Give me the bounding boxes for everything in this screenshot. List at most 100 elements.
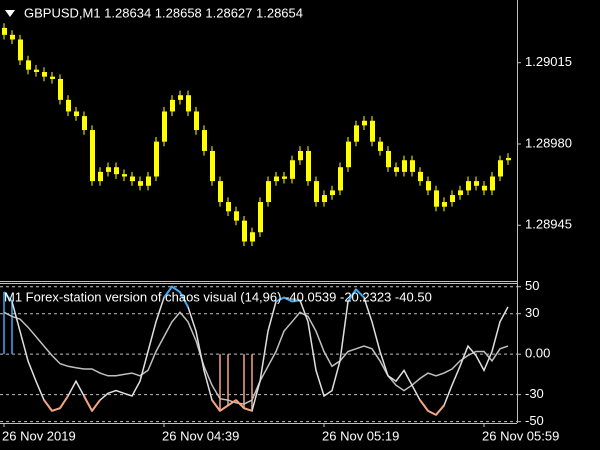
candle-body (378, 141, 383, 151)
x-tick-label: 26 Nov 2019 (2, 428, 76, 443)
candle-body (290, 160, 295, 179)
y-tick-label: 30 (525, 305, 539, 320)
y-tick-label: 50 (525, 278, 539, 293)
candle-body (330, 190, 335, 196)
candle-body (202, 130, 207, 151)
candle-body (482, 185, 487, 191)
indicator-extreme-segment (51, 407, 61, 412)
candle-body (426, 181, 431, 191)
y-tick-label: 1.29015 (525, 54, 572, 69)
candle-body (18, 39, 23, 61)
candle-body (138, 181, 143, 186)
indicator-extreme-segment (283, 296, 293, 303)
indicator-extreme-segment (275, 296, 285, 303)
candle-body (10, 34, 15, 40)
candle-body (58, 78, 63, 100)
candle-body (218, 181, 223, 203)
x-tick-label: 26 Nov 05:59 (482, 428, 559, 443)
indicator-extreme-segment (43, 399, 53, 412)
candle-body (186, 95, 191, 112)
candle-body (106, 167, 111, 172)
candle-body (490, 176, 495, 191)
candle-body (34, 69, 39, 72)
candle-body (26, 60, 31, 70)
candle-body (338, 167, 343, 191)
candle-body (226, 202, 231, 212)
candle-body (82, 116, 87, 131)
indicator-extreme-segment (243, 407, 253, 412)
menu-triangle[interactable] (5, 10, 15, 17)
indicator-extreme-segment (83, 395, 93, 412)
candle-body (90, 130, 95, 182)
candle-body (42, 71, 47, 77)
indicator-extreme-segment (235, 399, 245, 409)
candle-body (210, 150, 215, 182)
candle-body (146, 176, 151, 186)
candle-body (442, 202, 447, 207)
candle-body (306, 150, 311, 182)
candle-body (170, 99, 175, 112)
candle-body (434, 190, 439, 207)
indicator-extreme-segment (347, 288, 357, 303)
indicator-extreme-segment (435, 404, 445, 416)
indicator-extreme-segment (355, 288, 365, 299)
candle-body (66, 99, 71, 112)
indicator-extreme-segment (171, 285, 181, 293)
candle-body (346, 141, 351, 168)
indicator-extreme-segment (227, 399, 237, 407)
y-tick-label: -30 (525, 386, 544, 401)
indicator-extreme-segment (59, 395, 69, 409)
candle-body (298, 150, 303, 161)
candle-body (458, 190, 463, 196)
x-tick-label: 26 Nov 04:39 (162, 428, 239, 443)
x-tick-label: 26 Nov 05:19 (322, 428, 399, 443)
indicator-extreme-segment (291, 299, 301, 303)
candle-body (130, 176, 135, 182)
indicator-extreme-segment (219, 404, 229, 412)
y-tick-label: 1.28980 (525, 135, 572, 150)
candle-body (410, 160, 415, 172)
candle-body (122, 174, 127, 177)
y-tick-label: 1.28945 (525, 217, 572, 232)
candle-body (194, 111, 199, 131)
indicator-line (3, 311, 509, 405)
y-tick-label: -50 (525, 413, 544, 428)
candle-body (50, 76, 55, 79)
candle-body (242, 220, 247, 242)
candle-body (162, 111, 167, 142)
candle-body (386, 150, 391, 168)
candle-body (114, 167, 119, 175)
candle-body (450, 195, 455, 203)
indicator-extreme-segment (419, 399, 429, 412)
indicator-extreme-segment (211, 399, 221, 412)
candle-body (154, 141, 159, 177)
indicator-extreme-segment (179, 291, 189, 308)
candle-body (418, 171, 423, 182)
indicator-extreme-segment (3, 291, 13, 303)
y-tick-label: 0.00 (525, 346, 550, 361)
candle-body (274, 176, 279, 182)
candle-body (370, 120, 375, 142)
candle-body (282, 176, 287, 179)
candle-body (474, 181, 479, 186)
candle-body (362, 120, 367, 126)
candle-body (98, 171, 103, 182)
candle-body (506, 157, 511, 161)
candle-body (74, 111, 79, 117)
indicator-extreme-segment (91, 399, 101, 412)
candle-body (234, 211, 239, 221)
candle-body (466, 181, 471, 191)
candle-body (498, 160, 503, 177)
candle-body (314, 181, 319, 203)
candle-body (2, 27, 7, 35)
candle-body (402, 160, 407, 172)
candle-body (250, 232, 255, 242)
candle-body (394, 167, 399, 172)
candle-body (266, 181, 271, 203)
candle-body (178, 95, 183, 100)
indicator-title: M1 Forex-station version of chaos visual… (4, 289, 432, 304)
candle-body (258, 202, 263, 233)
